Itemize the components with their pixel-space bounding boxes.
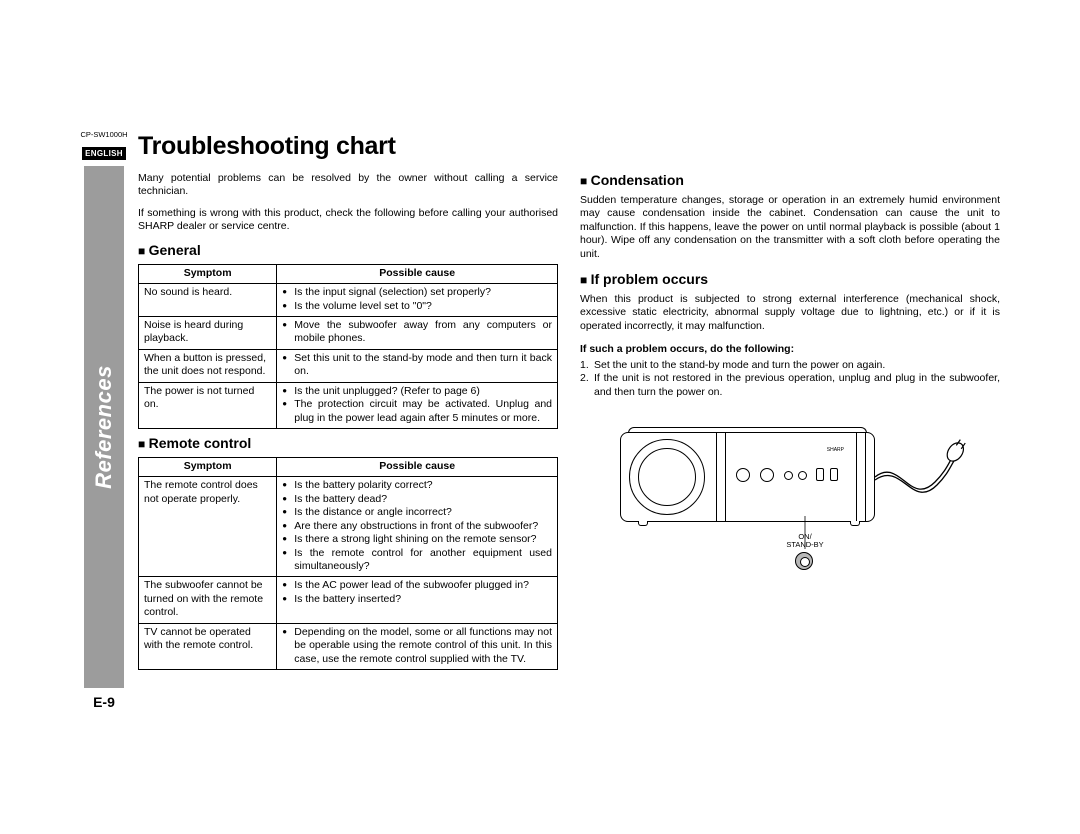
cause-item: Is the remote control for another equipm…	[282, 547, 552, 574]
symptom-cell: Noise is heard during playback.	[139, 316, 277, 349]
table-row: The subwoofer cannot be turned on with t…	[139, 577, 558, 623]
remote-col-cause: Possible cause	[277, 457, 558, 476]
cause-item: Is there a strong light shining on the r…	[282, 533, 552, 546]
symptom-cell: The power is not turned on.	[139, 382, 277, 428]
cause-cell: Is the unit unplugged? (Refer to page 6)…	[277, 382, 558, 428]
power-cord	[600, 417, 980, 577]
step-item: 2.If the unit is not restored in the pre…	[580, 372, 1000, 399]
cause-item: Is the unit unplugged? (Refer to page 6)	[282, 385, 552, 398]
cause-item: Set this unit to the stand-by mode and t…	[282, 352, 552, 379]
language-badge: ENGLISH	[82, 147, 126, 160]
general-col-cause: Possible cause	[277, 264, 558, 283]
table-row: The power is not turned on.Is the unit u…	[139, 382, 558, 428]
cause-item: Are there any obstructions in front of t…	[282, 520, 552, 533]
cause-item: Is the battery inserted?	[282, 593, 552, 606]
remote-heading: Remote control	[138, 435, 558, 453]
cause-item: Is the battery polarity correct?	[282, 479, 552, 492]
right-column: Condensation Sudden temperature changes,…	[580, 130, 1000, 710]
cause-cell: Move the subwoofer away from any compute…	[277, 316, 558, 349]
cause-cell: Is the input signal (selection) set prop…	[277, 284, 558, 317]
manual-page: CP-SW1000H ENGLISH References E-9 Troubl…	[80, 130, 1000, 710]
cause-cell: Is the battery polarity correct?Is the b…	[277, 477, 558, 577]
step-item: 1.Set the unit to the stand-by mode and …	[580, 359, 1000, 372]
cause-item: Move the subwoofer away from any compute…	[282, 319, 552, 346]
condensation-heading: Condensation	[580, 172, 1000, 190]
table-row: The remote control does not operate prop…	[139, 477, 558, 577]
symptom-cell: The remote control does not operate prop…	[139, 477, 277, 577]
general-table: Symptom Possible cause No sound is heard…	[138, 264, 558, 429]
page-number: E-9	[93, 694, 115, 710]
subwoofer-figure: SHARP	[600, 417, 980, 577]
cause-cell: Set this unit to the stand-by mode and t…	[277, 349, 558, 382]
cause-item: Is the volume level set to "0"?	[282, 300, 552, 313]
problem-body: When this product is subjected to strong…	[580, 293, 1000, 333]
model-number: CP-SW1000H	[80, 130, 127, 139]
remote-col-symptom: Symptom	[139, 457, 277, 476]
cause-cell: Depending on the model, some or all func…	[277, 623, 558, 669]
content-area: Troubleshooting chart Many potential pro…	[128, 130, 1000, 710]
table-row: No sound is heard. Is the input signal (s…	[139, 284, 558, 317]
intro-para-2: If something is wrong with this product,…	[138, 207, 558, 234]
symptom-cell: When a button is pressed, the unit does …	[139, 349, 277, 382]
left-sidebar: CP-SW1000H ENGLISH References E-9	[80, 130, 128, 710]
condensation-body: Sudden temperature changes, storage or o…	[580, 194, 1000, 261]
cause-item: Is the distance or angle incorrect?	[282, 506, 552, 519]
problem-subhead: If such a problem occurs, do the followi…	[580, 343, 1000, 356]
table-row: Noise is heard during playback.Move the …	[139, 316, 558, 349]
cause-item: Depending on the model, some or all func…	[282, 626, 552, 666]
cause-item: The protection circuit may be activated.…	[282, 398, 552, 425]
section-bar: References	[84, 166, 124, 688]
intro-para-1: Many potential problems can be resolved …	[138, 172, 558, 199]
remote-table: Symptom Possible cause The remote contro…	[138, 457, 558, 670]
left-column: Troubleshooting chart Many potential pro…	[138, 130, 558, 710]
page-title: Troubleshooting chart	[138, 130, 558, 162]
symptom-cell: The subwoofer cannot be turned on with t…	[139, 577, 277, 623]
cause-cell: Is the AC power lead of the subwoofer pl…	[277, 577, 558, 623]
general-col-symptom: Symptom	[139, 264, 277, 283]
problem-steps: 1.Set the unit to the stand-by mode and …	[580, 359, 1000, 399]
symptom-cell: No sound is heard.	[139, 284, 277, 317]
section-label: References	[91, 365, 117, 489]
cause-item: Is the AC power lead of the subwoofer pl…	[282, 579, 552, 592]
standby-label: ON/ STAND-BY	[770, 533, 840, 550]
table-row: TV cannot be operated with the remote co…	[139, 623, 558, 669]
table-row: When a button is pressed, the unit does …	[139, 349, 558, 382]
standby-button-icon	[795, 552, 813, 570]
cause-item: Is the battery dead?	[282, 493, 552, 506]
general-heading: General	[138, 242, 558, 260]
cause-item: Is the input signal (selection) set prop…	[282, 286, 552, 299]
symptom-cell: TV cannot be operated with the remote co…	[139, 623, 277, 669]
problem-heading: If problem occurs	[580, 271, 1000, 289]
